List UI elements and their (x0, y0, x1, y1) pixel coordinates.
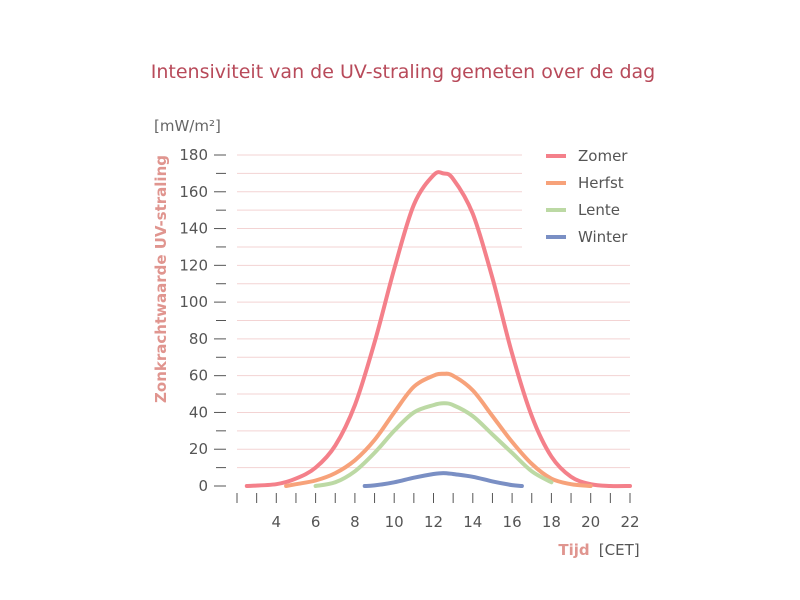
series-line-zomer (244, 170, 632, 489)
x-tick-label: 20 (581, 513, 600, 531)
y-axis-label: Zonkrachtwaarde UV-straling (152, 155, 170, 403)
x-tick-label: 16 (503, 513, 522, 531)
chart-title: Intensiviteit van de UV-straling gemeten… (151, 61, 655, 83)
y-tick-label: 80 (189, 330, 208, 348)
legend-label: Lente (578, 201, 620, 219)
y-tick-label: 160 (179, 183, 208, 201)
x-axis-label-unit: [CET] (599, 541, 640, 559)
legend: Zomer Herfst Lente Winter (546, 147, 628, 246)
x-tick-label: 22 (620, 513, 639, 531)
x-tick-label: 4 (272, 513, 282, 531)
legend-label: Winter (578, 228, 628, 246)
series-layer (244, 170, 632, 489)
y-tick-label: 60 (189, 367, 208, 385)
y-tick-label: 40 (189, 403, 208, 421)
series-line-winter (362, 471, 524, 488)
y-tick-label: 0 (198, 477, 208, 495)
y-unit-label: [mW/m²] (154, 117, 221, 135)
x-tick-label: 6 (311, 513, 321, 531)
x-tick-label: 12 (424, 513, 443, 531)
grid (237, 154, 630, 469)
series-line-lente (313, 401, 554, 488)
x-tick-label: 18 (542, 513, 561, 531)
x-tick-label: 10 (385, 513, 404, 531)
y-axis: 0 20 40 60 80 100 120 140 160 180 (179, 146, 226, 495)
y-tick-label: 100 (179, 293, 208, 311)
y-tick-label: 120 (179, 256, 208, 274)
y-tick-label: 20 (189, 440, 208, 458)
x-tick-label: 14 (463, 513, 482, 531)
legend-label: Herfst (578, 174, 624, 192)
series-line-herfst (284, 371, 593, 488)
legend-label: Zomer (578, 147, 628, 165)
x-tick-label: 8 (350, 513, 360, 531)
y-tick-label: 140 (179, 220, 208, 238)
x-axis-label: Tijd [CET] (558, 540, 639, 559)
x-axis: 4 6 8 10 12 14 16 18 20 22 (236, 493, 640, 531)
y-tick-label: 180 (179, 146, 208, 164)
x-axis-label-main: Tijd (558, 541, 589, 559)
